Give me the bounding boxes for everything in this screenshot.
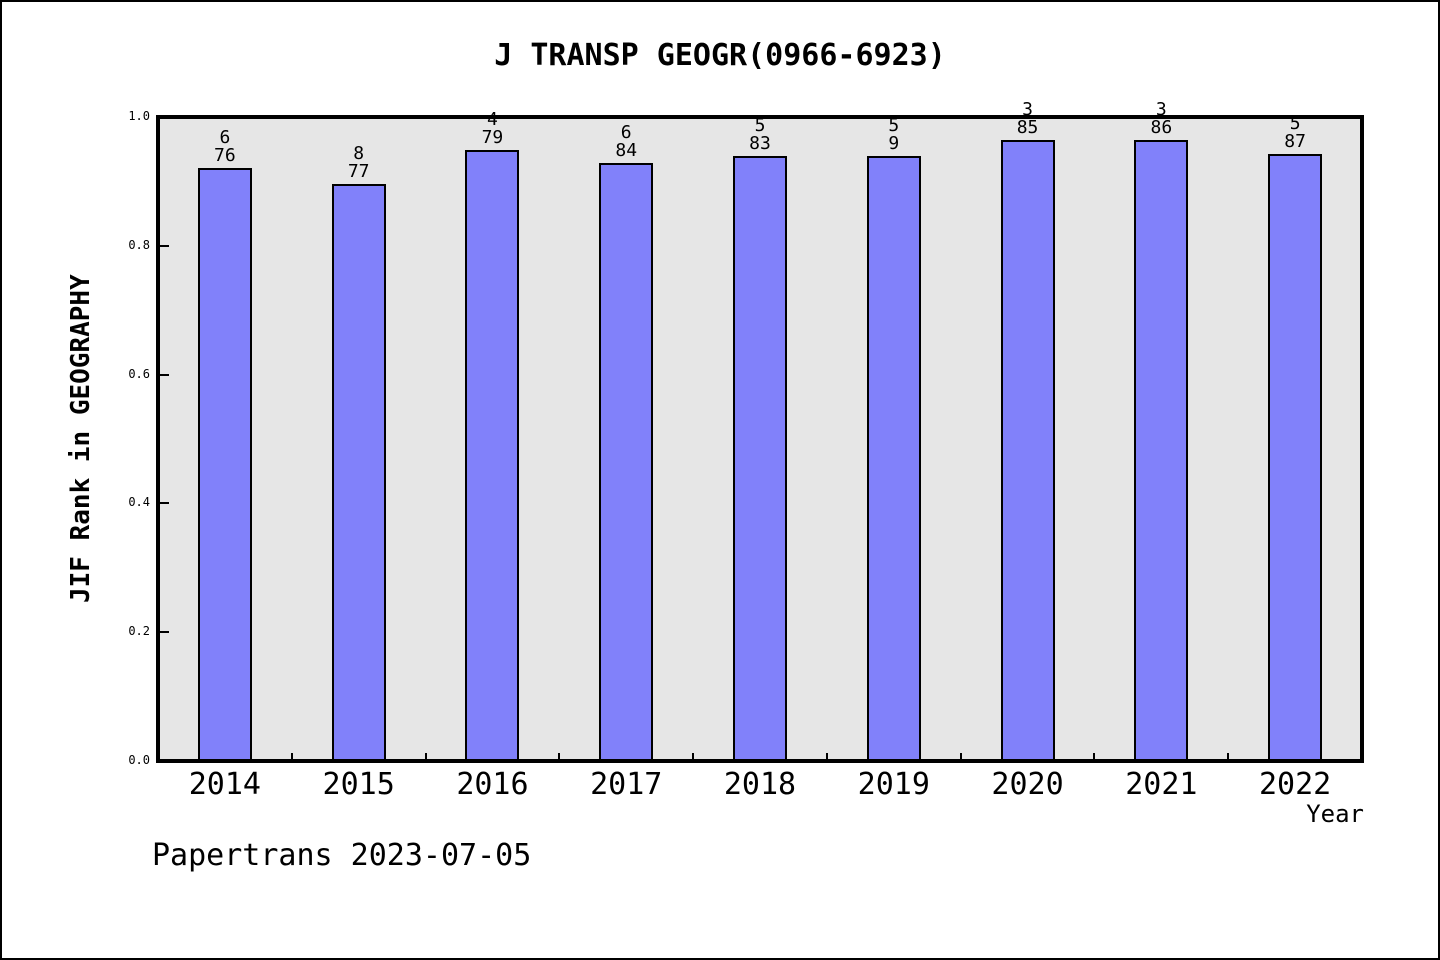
bar-total-value: 86: [1150, 117, 1173, 138]
x-minor-tick: [1093, 753, 1096, 761]
x-minor-tick: [692, 753, 695, 761]
bar-rank-value: 5: [754, 115, 766, 136]
bar-rank-value: 5: [1289, 113, 1301, 134]
bar-total-value: 85: [1016, 117, 1039, 138]
bar-rank-value: 3: [1155, 99, 1167, 120]
y-tick-label: 0.2: [128, 624, 150, 639]
y-tick: [158, 631, 169, 634]
bar-total-value: 87: [1284, 131, 1306, 152]
bar: [733, 156, 787, 761]
bar-total-value: 9: [888, 133, 900, 154]
x-minor-tick: [959, 753, 962, 761]
bar: [465, 150, 520, 761]
bar-total-value: 77: [347, 161, 370, 182]
x-minor-tick: [1227, 753, 1230, 761]
x-tick-label: 2021: [1125, 767, 1198, 802]
bar-value-label: 8 77: [299, 145, 419, 181]
bar-rank-value: 6: [620, 122, 632, 143]
bar-value-label: 6 76: [165, 129, 285, 165]
bar-value-label: 3 85: [968, 101, 1088, 137]
bar-value-label: 4 79: [432, 111, 552, 147]
x-minor-tick: [558, 753, 561, 761]
bar-value-label: 5 83: [700, 117, 820, 153]
x-tick-label: 2022: [1258, 767, 1332, 802]
bar: [599, 163, 654, 761]
y-tick: [158, 244, 169, 247]
x-tick-label: 2014: [188, 767, 261, 802]
bar-value-label: 3 86: [1101, 101, 1221, 137]
y-tick-label: 0.6: [128, 366, 150, 381]
bar: [331, 184, 386, 761]
x-tick-label: 2016: [456, 767, 529, 802]
bar: [197, 168, 252, 761]
bar-total-value: 76: [214, 145, 236, 166]
y-axis-title: JIF Rank in GEOGRAPHY: [66, 274, 96, 604]
bar-total-value: 84: [615, 140, 638, 161]
bar-rank-value: 4: [487, 109, 498, 130]
y-tick-label: 0.4: [128, 495, 150, 510]
plot-area: 6 76 8 77 4 79 6 84 5 83 5 9 3 85 3 86 5 87: [156, 101, 1364, 763]
bar: [1000, 140, 1055, 761]
bar: [866, 156, 921, 761]
x-tick-label: 2020: [991, 767, 1064, 802]
chart-title: J TRANSP GEOGR(0966-6923): [494, 38, 946, 73]
y-tick-label: 0.8: [128, 237, 150, 252]
bar-rank-value: 3: [1022, 99, 1033, 120]
bar-total-value: 83: [749, 133, 771, 154]
x-minor-tick: [424, 753, 427, 761]
y-tick-label: 1.0: [128, 109, 150, 123]
footer-watermark: Papertrans 2023-07-05: [152, 838, 532, 873]
bar-value-label: 6 84: [566, 124, 686, 160]
x-tick-label: 2019: [857, 767, 930, 802]
x-minor-tick: [825, 753, 828, 761]
bar: [1268, 154, 1323, 761]
y-tick: [158, 502, 169, 505]
x-tick-label: 2018: [723, 767, 797, 802]
x-minor-tick: [290, 753, 293, 761]
bar-rank-value: 5: [888, 115, 900, 136]
bar-rank-value: 8: [353, 143, 365, 164]
bar-rank-value: 6: [219, 127, 231, 148]
x-tick-label: 2017: [590, 767, 663, 802]
y-tick: [158, 373, 169, 376]
bar: [1134, 140, 1189, 761]
x-axis-title: Year: [1306, 800, 1364, 828]
y-tick-label: 0.0: [128, 753, 150, 767]
bar-value-label: 5 87: [1235, 115, 1355, 151]
x-tick-label: 2015: [322, 767, 395, 802]
bar-total-value: 79: [481, 127, 504, 148]
